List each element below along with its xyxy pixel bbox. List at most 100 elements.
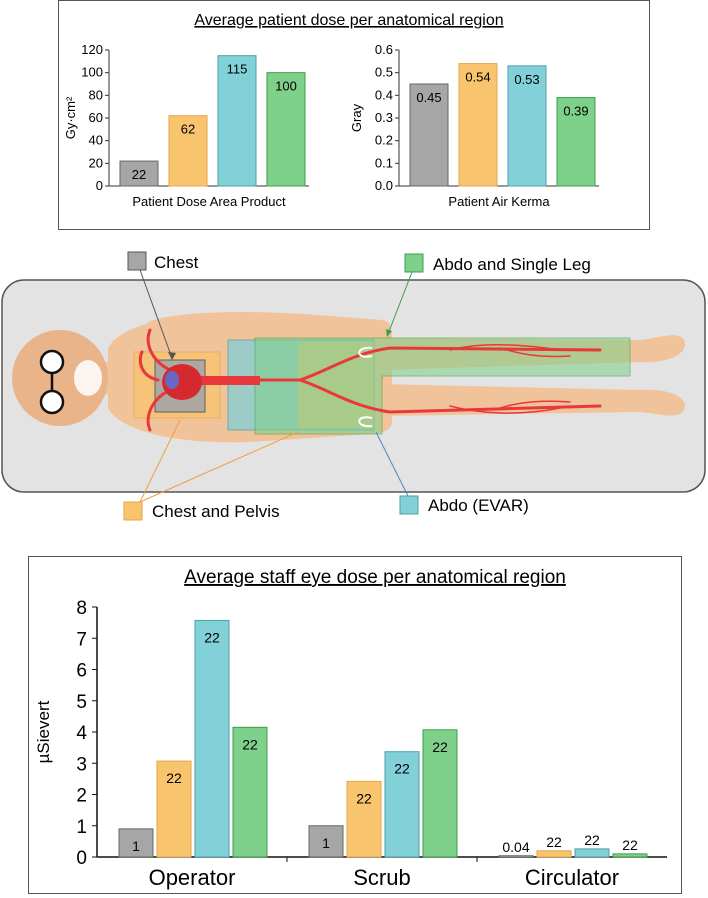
x-axis-label: Patient Air Kerma xyxy=(448,194,550,209)
legend-chest-pelvis-pointer-2 xyxy=(139,431,299,503)
staff-data-label: 22 xyxy=(166,770,182,786)
y-tick-label: 20 xyxy=(89,155,103,170)
bar-scrub-abdo-and-single-leg xyxy=(422,729,458,858)
patient-dose-panel: Average patient dose per anatomical regi… xyxy=(58,0,650,230)
y-axis-label: Gy·cm² xyxy=(63,96,78,139)
y-tick-label: 80 xyxy=(89,87,103,102)
staff-y-tick-label: 1 xyxy=(76,817,87,838)
staff-data-label: 22 xyxy=(204,629,220,645)
legend-evar-swatch xyxy=(399,495,419,515)
legend-evar-pointer xyxy=(375,431,409,497)
bar-scrub-chest xyxy=(308,825,344,858)
staff-data-label: 22 xyxy=(546,834,562,850)
bar-chest-and-pelvis xyxy=(458,63,498,187)
legend-chest-swatch xyxy=(127,251,147,271)
data-label: 0.54 xyxy=(465,70,490,85)
category-label-circulator: Circulator xyxy=(525,865,619,890)
legend-chest-pointer xyxy=(139,269,173,359)
bar-operator-abdo-and-single-leg xyxy=(232,726,268,858)
y-tick-label: 0.1 xyxy=(375,155,393,170)
staff-y-tick-label: 7 xyxy=(76,629,87,650)
staff-y-tick-label: 3 xyxy=(76,754,87,775)
bar-circulator-abdo-evar- xyxy=(574,848,610,858)
y-axis-label: Gray xyxy=(349,103,364,132)
catheter-top xyxy=(358,346,373,358)
patient-dose-title: Average patient dose per anatomical regi… xyxy=(194,12,503,29)
legend-single-leg-swatch xyxy=(404,253,424,273)
y-tick-label: 0 xyxy=(96,178,103,193)
staff-dose-title: Average staff eye dose per anatomical re… xyxy=(184,567,566,588)
staff-dose-panel: Average staff eye dose per anatomical re… xyxy=(28,556,682,894)
legend-chest-pelvis-swatch xyxy=(123,501,143,521)
x-axis-label: Patient Dose Area Product xyxy=(132,194,286,209)
staff-y-tick-label: 4 xyxy=(76,723,87,744)
data-label: 0.53 xyxy=(514,72,539,87)
legend-chest-label: Chest xyxy=(154,253,199,272)
vessel-tree xyxy=(138,328,602,432)
bar-abdo-evar- xyxy=(217,55,257,187)
staff-y-tick-label: 2 xyxy=(76,786,87,807)
staff-y-tick-label: 6 xyxy=(76,661,87,682)
data-label: 100 xyxy=(275,79,297,94)
y-tick-label: 100 xyxy=(81,65,103,80)
staff-data-label: 0.04 xyxy=(502,839,529,855)
catheter-bottom xyxy=(358,416,373,428)
bar-chest xyxy=(409,83,449,187)
bar-scrub-chest-and-pelvis xyxy=(346,780,382,858)
y-tick-label: 0.6 xyxy=(375,42,393,57)
y-tick-label: 0.5 xyxy=(375,65,393,80)
category-label-scrub: Scrub xyxy=(353,865,410,890)
staff-y-axis-label: µSievert xyxy=(34,700,53,763)
staff-data-label: 22 xyxy=(242,736,258,752)
staff-data-label: 1 xyxy=(132,838,140,854)
dap-chart: 0 20 40 60 80 100 120 22 62 115 100 Patient Dose Ar… xyxy=(63,42,309,209)
patient-dose-svg: Average patient dose per anatomical regi… xyxy=(63,12,599,209)
patient-beard xyxy=(74,360,102,396)
legend-chest-arrowhead xyxy=(168,352,176,360)
bar-circulator-chest xyxy=(498,855,534,858)
data-label: 0.39 xyxy=(563,104,588,119)
bar-chest-and-pelvis xyxy=(168,115,208,187)
staff-data-label: 22 xyxy=(432,739,448,755)
bar-circulator-chest-and-pelvis xyxy=(536,850,572,858)
y-tick-label: 120 xyxy=(81,42,103,57)
data-label: 62 xyxy=(181,122,195,137)
glasses-icon xyxy=(39,349,65,415)
bar-abdo-evar- xyxy=(507,65,547,187)
staff-data-label: 22 xyxy=(584,832,600,848)
staff-y-tick-label: 5 xyxy=(76,692,87,713)
legend-single-leg-arrowhead xyxy=(386,329,392,337)
y-tick-label: 60 xyxy=(89,110,103,125)
data-label: 22 xyxy=(132,167,146,182)
legend-evar-label: Abdo (EVAR) xyxy=(428,496,529,515)
staff-data-label: 22 xyxy=(622,837,638,853)
legend-single-leg-pointer xyxy=(387,271,413,335)
staff-data-label: 1 xyxy=(322,835,330,851)
y-tick-label: 40 xyxy=(89,133,103,148)
staff-y-tick-label: 0 xyxy=(76,848,87,869)
staff-data-label: 22 xyxy=(394,761,410,777)
aorta xyxy=(190,376,260,385)
air-kerma-chart: 0.0 0.1 0.2 0.3 0.4 0.5 0.6 0.45 0.54 0.53 0.39 Pat… xyxy=(349,42,599,209)
category-label-operator: Operator xyxy=(149,865,236,890)
bar-abdo-and-single-leg xyxy=(266,72,306,187)
heart-icon xyxy=(162,364,202,400)
bar-abdo-and-single-leg xyxy=(556,97,596,187)
bar-chest xyxy=(119,160,159,187)
staff-y-tick-label: 8 xyxy=(76,598,87,619)
bar-operator-abdo-evar- xyxy=(194,619,230,858)
bar-operator-chest xyxy=(118,828,154,858)
y-tick-label: 0.2 xyxy=(375,133,393,148)
y-tick-label: 0.4 xyxy=(375,87,393,102)
legend-chest-pelvis-label: Chest and Pelvis xyxy=(152,502,280,521)
staff-data-label: 22 xyxy=(356,790,372,806)
staff-eye-dose-chart: 0 1 2 3 4 5 6 7 8 1 22 22 22 Operator 1 22 22 22 Scrub 0.04… xyxy=(34,598,667,890)
data-label: 115 xyxy=(227,62,248,77)
region-abdo-single-leg xyxy=(254,337,631,435)
bar-scrub-abdo-evar- xyxy=(384,751,420,858)
bar-circulator-abdo-and-single-leg xyxy=(612,853,648,858)
y-tick-label: 0.3 xyxy=(375,110,393,125)
staff-dose-svg: Average staff eye dose per anatomical re… xyxy=(34,567,667,890)
patient-head xyxy=(12,330,108,426)
legend-chest-pelvis-pointer-1 xyxy=(139,419,181,503)
